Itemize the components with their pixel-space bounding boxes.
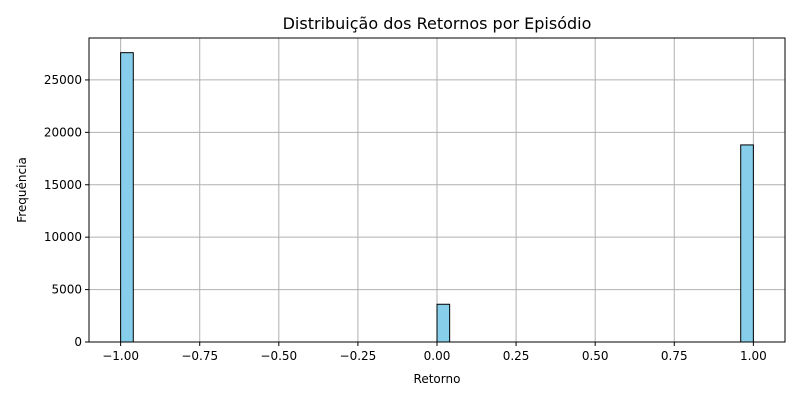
y-tick-label: 25000 (44, 73, 82, 87)
y-tick-label: 0 (74, 335, 82, 349)
y-tick-label: 15000 (44, 178, 82, 192)
x-axis-label: Retorno (414, 372, 461, 386)
histogram-bar (120, 52, 134, 343)
y-tick-label: 20000 (44, 125, 82, 139)
x-axis-ticks: −1.00 −0.75 −0.50 −0.25 0.00 0.25 0.50 0.75 1.00 (102, 342, 767, 363)
x-tick-label: 1.00 (740, 349, 767, 363)
x-tick-label: −0.50 (260, 349, 297, 363)
bars (120, 52, 754, 343)
y-tick-label: 10000 (44, 230, 82, 244)
x-tick-label: 0.00 (424, 349, 451, 363)
x-tick-label: −0.25 (340, 349, 377, 363)
x-tick-label: 0.25 (503, 349, 530, 363)
grid-lines (89, 38, 785, 343)
x-tick-label: 0.50 (582, 349, 609, 363)
histogram-bar (436, 303, 451, 343)
y-axis-label: Frequência (15, 157, 29, 223)
y-axis-ticks: 0 5000 10000 15000 20000 25000 (44, 73, 89, 349)
x-tick-label: 0.75 (661, 349, 688, 363)
x-tick-label: −1.00 (102, 349, 139, 363)
x-tick-label: −0.75 (181, 349, 218, 363)
histogram-bar (740, 144, 754, 343)
chart-title: Distribuição dos Retornos por Episódio (283, 14, 592, 33)
y-tick-label: 5000 (51, 283, 82, 297)
